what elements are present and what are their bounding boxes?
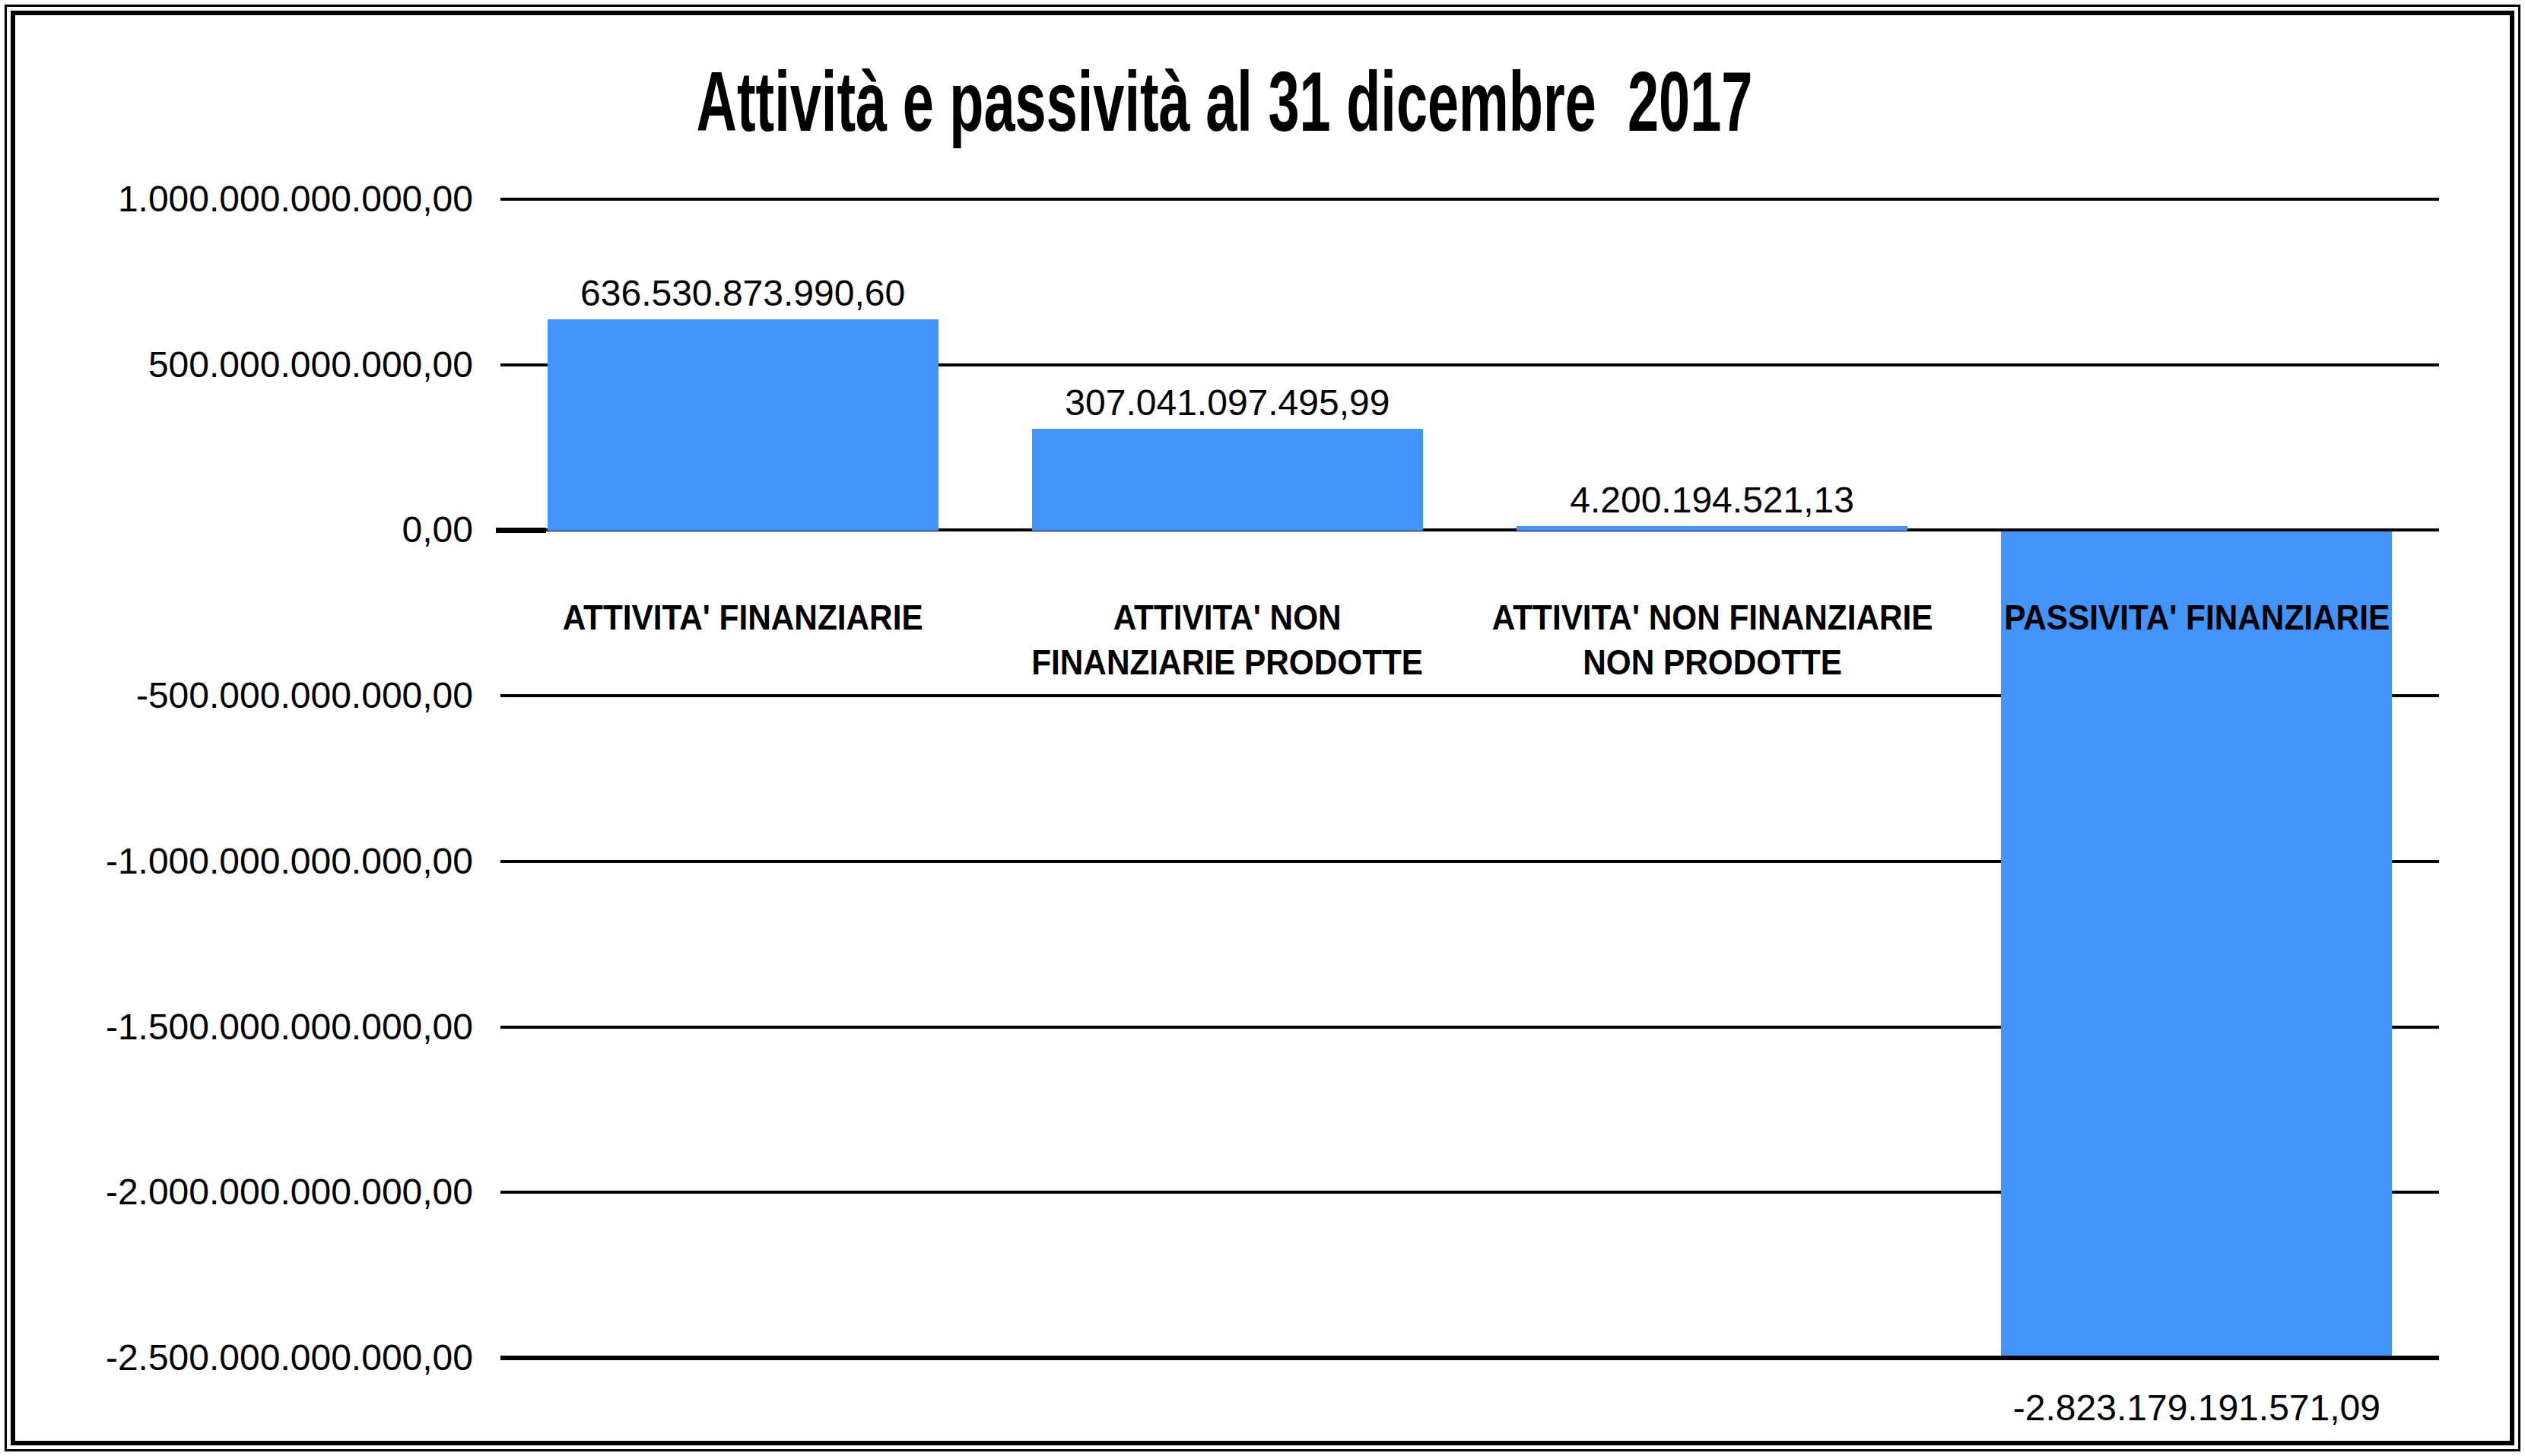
zero-axis-tick: [496, 528, 546, 533]
bar: [1032, 429, 1423, 531]
bar: [1517, 526, 1907, 531]
y-tick-label: 0,00: [46, 507, 473, 553]
category-label: ATTIVITA' FINANZIARIE: [500, 595, 985, 640]
category-label-line: PASSIVITA' FINANZIARIE: [1974, 595, 2419, 640]
y-tick-label: -500.000.000.000,00: [46, 673, 473, 718]
category-label-line: ATTIVITA' NON FINANZIARIE: [1489, 595, 1935, 640]
y-gridline: [500, 1356, 2439, 1360]
y-gridline: [500, 198, 2439, 201]
category-label: PASSIVITA' FINANZIARIE: [1955, 595, 2439, 640]
bar-value-label: 636.530.873.990,60: [439, 272, 1047, 315]
category-label-line: ATTIVITA' NON: [1005, 595, 1450, 640]
category-label: ATTIVITA' NON FINANZIARIENON PRODOTTE: [1470, 595, 1955, 685]
category-label-line: ATTIVITA' FINANZIARIE: [519, 595, 965, 640]
y-tick-label: -2.000.000.000.000,00: [46, 1169, 473, 1215]
y-tick-label: -1.500.000.000.000,00: [46, 1004, 473, 1050]
bar-value-label: -2.823.179.191.571,09: [1892, 1387, 2501, 1429]
bar-value-label: 4.200.194.521,13: [1408, 479, 2016, 522]
plot-area: 1.000.000.000.000,00 500.000.000.000,00 0,…: [0, 0, 2525, 1456]
category-label-line: FINANZIARIE PRODOTTE: [1005, 640, 1450, 685]
bar: [2001, 531, 2392, 1356]
y-tick-label: 500.000.000.000,00: [46, 342, 473, 388]
y-tick-label: -2.500.000.000.000,00: [46, 1335, 473, 1381]
category-label-line: NON PRODOTTE: [1489, 640, 1935, 685]
y-tick-label: -1.000.000.000.000,00: [46, 839, 473, 884]
bar: [548, 319, 939, 531]
category-label: ATTIVITA' NONFINANZIARIE PRODOTTE: [985, 595, 1469, 685]
y-tick-label: 1.000.000.000.000,00: [46, 176, 473, 222]
bar-value-label: 307.041.097.495,99: [923, 382, 1532, 424]
